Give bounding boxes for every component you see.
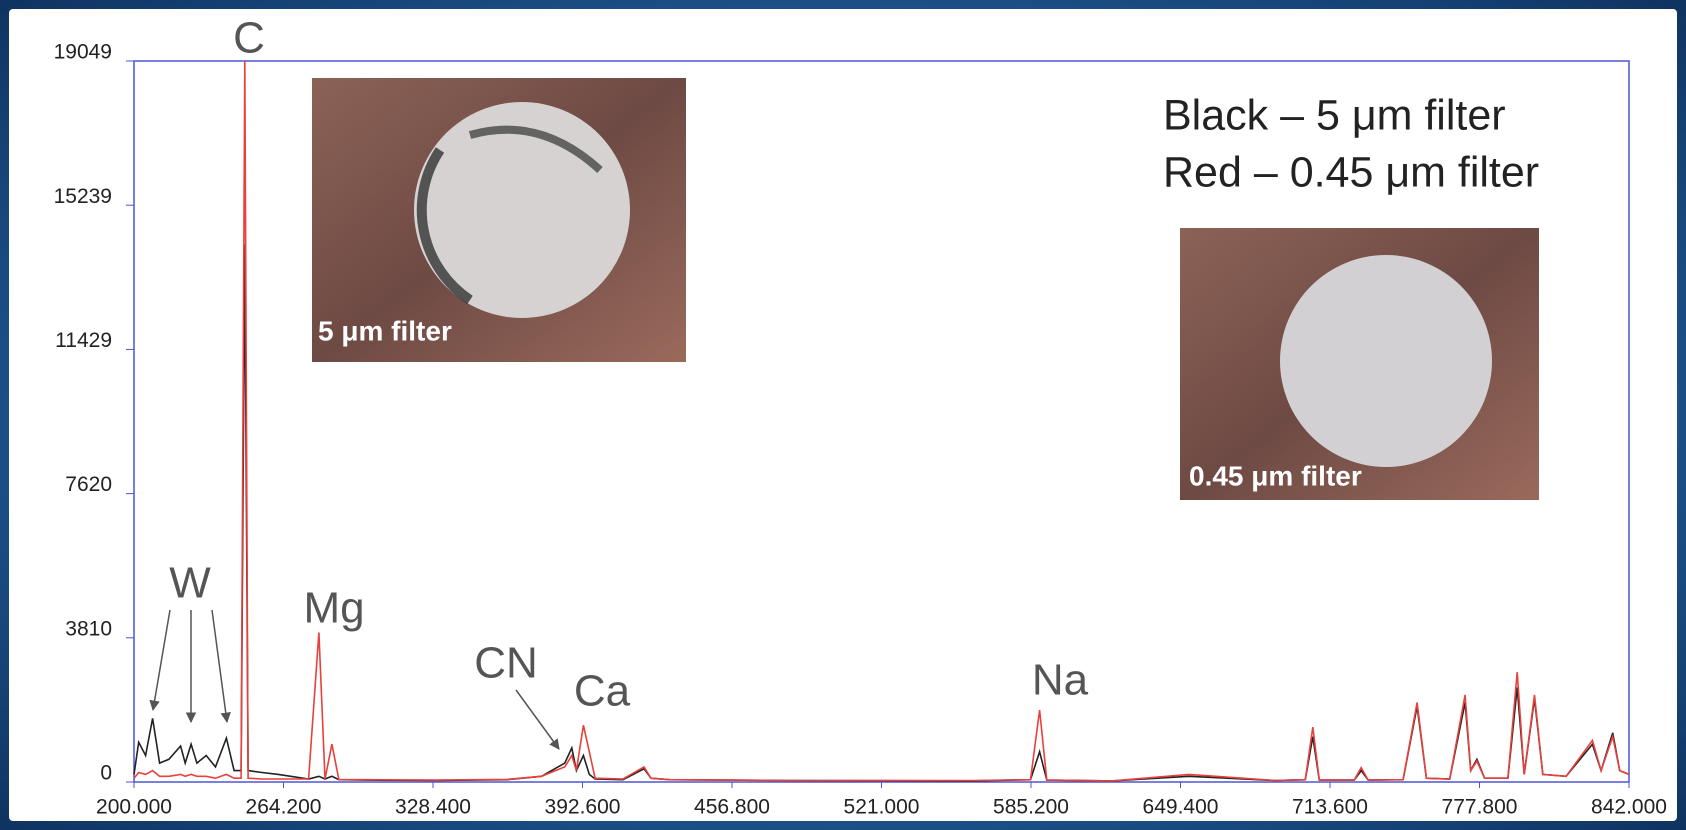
x-tick-label: 585.200 [993, 796, 1069, 819]
x-tick-label: 200.000 [96, 796, 172, 819]
photo-045um [1180, 228, 1539, 500]
legend-entry: Red – 0.45 μm filter [1163, 148, 1539, 196]
x-tick-label: 521.000 [844, 796, 920, 819]
y-tick-label: 11429 [55, 329, 112, 352]
annotation: Mg [303, 584, 364, 633]
x-tick-label: 456.800 [694, 796, 770, 819]
x-tick-label: 649.400 [1143, 796, 1219, 819]
x-tick-label: 264.200 [246, 796, 322, 819]
x-tick-label: 842.000 [1591, 796, 1667, 819]
x-tick-label: 713.600 [1292, 796, 1368, 819]
annotation: W [169, 559, 211, 608]
y-tick-label: 3810 [65, 617, 112, 640]
legend-entry: Black – 5 μm filter [1163, 91, 1506, 139]
annotation: CN [474, 639, 538, 688]
annotation: Na [1032, 656, 1089, 705]
y-tick-label: 19049 [54, 41, 112, 64]
y-tick-label: 7620 [65, 473, 112, 496]
annotation: Ca [574, 667, 631, 716]
arrows [149, 609, 560, 750]
y-tick-label: 15239 [54, 185, 112, 208]
annotation: 0.45 μm filter [1189, 460, 1362, 491]
x-tick-label: 392.600 [545, 796, 621, 819]
series-line [133, 60, 1630, 782]
photo-5um [312, 78, 686, 362]
annotation: C [233, 14, 265, 63]
x-tick-label: 777.800 [1442, 796, 1518, 819]
x-tick-label: 328.400 [395, 796, 471, 819]
y-tick-label: 0 [100, 762, 112, 785]
annotation: 5 μm filter [318, 315, 452, 346]
